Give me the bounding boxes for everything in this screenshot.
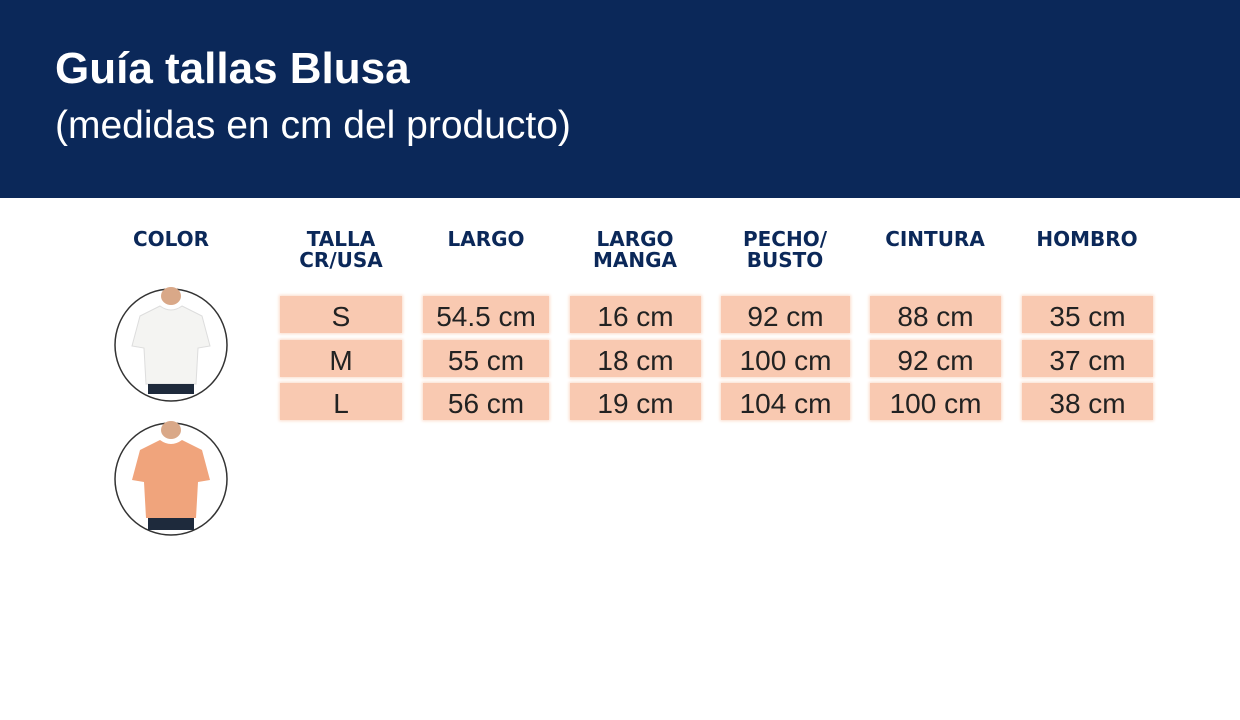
header-line: PECHO/ [742, 227, 828, 251]
table-cell: 88 cm [870, 296, 1001, 333]
column-header: HOMBRO [1007, 229, 1167, 250]
table-cell: 92 cm [870, 340, 1001, 377]
table-cell: 16 cm [570, 296, 701, 333]
table-cell: 35 cm [1022, 296, 1153, 333]
header-band [0, 0, 1240, 198]
table-cell: M [280, 340, 402, 377]
column-header: COLOR [91, 229, 251, 250]
table-cell: 55 cm [423, 340, 549, 377]
column-header: LARGO MANGA [555, 229, 715, 271]
subtitle: (medidas en cm del producto) [55, 104, 571, 147]
table-cell: 104 cm [721, 383, 850, 420]
header-line: LARGO [596, 227, 674, 251]
table-cell: L [280, 383, 402, 420]
table-cell: S [280, 296, 402, 333]
header-line: MANGA [592, 248, 677, 272]
table-cell: 54.5 cm [423, 296, 549, 333]
header-line: BUSTO [746, 248, 824, 272]
column-header: TALLA CR/USA [261, 229, 421, 271]
table-cell: 100 cm [870, 383, 1001, 420]
column-header: CINTURA [855, 229, 1015, 250]
table-cell: 100 cm [721, 340, 850, 377]
peach-blouse-photo [114, 421, 228, 536]
table-cell: 92 cm [721, 296, 850, 333]
table-cell: 18 cm [570, 340, 701, 377]
header-line: CINTURA [885, 227, 985, 251]
table-cell: 19 cm [570, 383, 701, 420]
column-header: PECHO/BUSTO [705, 229, 865, 271]
white-blouse-photo [114, 287, 228, 402]
table-cell: 37 cm [1022, 340, 1153, 377]
table-cell: 56 cm [423, 383, 549, 420]
header-line: TALLA [306, 227, 376, 251]
header-line: COLOR [132, 227, 210, 251]
column-header: LARGO [406, 229, 566, 250]
title: Guía tallas Blusa [55, 44, 410, 93]
table-cell: 38 cm [1022, 383, 1153, 420]
header-line: CR/USA [299, 248, 383, 272]
header-line: LARGO [447, 227, 525, 251]
header-line: HOMBRO [1036, 227, 1138, 251]
